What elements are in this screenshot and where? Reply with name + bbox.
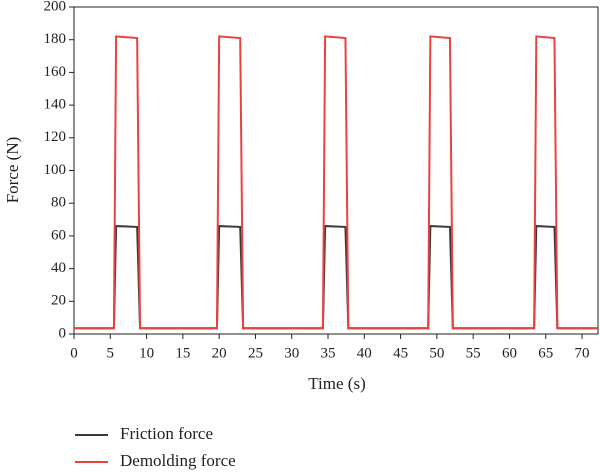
x-axis-label: Time (s): [308, 374, 365, 393]
x-tick-label: 0: [70, 345, 78, 361]
y-tick-label: 60: [51, 227, 66, 243]
x-tick-label: 70: [575, 345, 590, 361]
x-tick-label: 35: [321, 345, 336, 361]
x-tick-label: 50: [429, 345, 444, 361]
x-tick-label: 10: [139, 345, 154, 361]
x-tick-label: 15: [175, 345, 190, 361]
y-axis-label: Force (N): [3, 137, 22, 204]
legend-label: Demolding force: [120, 451, 236, 470]
y-tick-label: 160: [44, 64, 67, 80]
x-tick-label: 45: [393, 345, 408, 361]
y-tick-label: 80: [51, 195, 66, 211]
y-tick-label: 40: [51, 260, 66, 276]
x-tick-label: 55: [466, 345, 481, 361]
y-tick-label: 0: [59, 325, 67, 341]
y-tick-label: 140: [44, 97, 67, 113]
plot-frame: [73, 6, 599, 335]
y-tick-label: 20: [51, 293, 66, 309]
x-tick-label: 30: [284, 345, 299, 361]
x-tick-label: 5: [107, 345, 115, 361]
x-tick-label: 60: [502, 345, 517, 361]
x-tick-label: 65: [538, 345, 553, 361]
y-tick-label: 200: [44, 0, 67, 14]
series-line: [74, 225, 598, 330]
y-tick-label: 100: [44, 162, 67, 178]
series-line: [74, 35, 598, 330]
x-tick-label: 20: [212, 345, 227, 361]
y-tick-label: 180: [44, 31, 67, 47]
y-tick-label: 120: [44, 129, 67, 145]
x-tick-label: 40: [357, 345, 372, 361]
x-tick-label: 25: [248, 345, 263, 361]
legend-label: Friction force: [120, 424, 213, 443]
